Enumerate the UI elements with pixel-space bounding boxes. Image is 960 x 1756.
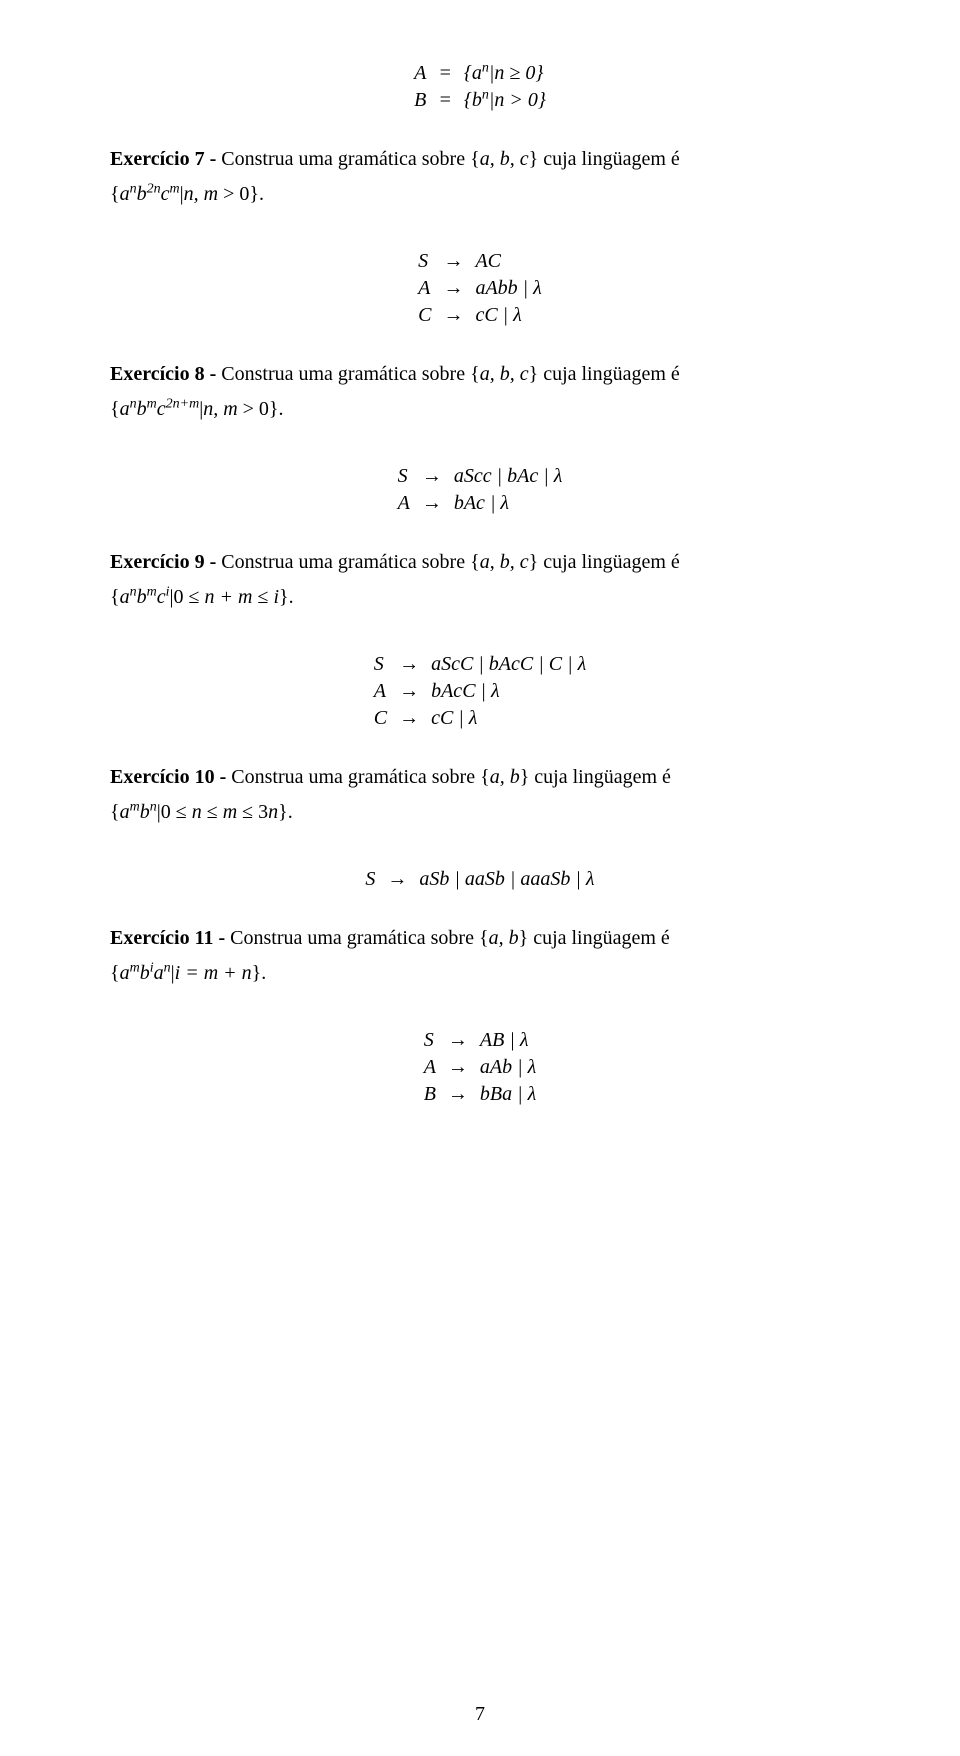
gr11-r2-lhs: A <box>418 1054 442 1081</box>
gr10-r1-rhs: aSb | aaSb | aaaSb | λ <box>413 866 600 893</box>
exercise-9-text-before: Construa uma gramática sobre <box>216 551 470 573</box>
exercise-9-title: Exercício 9 - <box>110 551 216 573</box>
gr11-r3-lhs: B <box>418 1081 442 1108</box>
gr11-r2-rhs: aAb | λ <box>474 1054 542 1081</box>
gr7-r3-lhs: C <box>412 302 437 329</box>
gr7-r1-lhs: S <box>412 248 437 275</box>
grammar-8: S → aScc | bAc | λ A → bAc | λ <box>392 463 569 517</box>
exercise-7-heading: Exercício 7 - Construa uma gramática sob… <box>110 146 850 173</box>
gr10-r1-lhs: S <box>359 866 381 893</box>
grammar-7: S → AC A → aAbb | λ C → cC | λ <box>412 248 548 329</box>
gr8-r1-rhs: aScc | bAc | λ <box>448 463 569 490</box>
exercise-9-heading: Exercício 9 - Construa uma gramática sob… <box>110 549 850 576</box>
exercise-7-text-after: cuja lingüagem é <box>538 148 680 170</box>
gr7-r3-arr: → <box>437 302 469 329</box>
exercise-7-text-before: Construa uma gramática sobre <box>216 148 470 170</box>
exercise-8-text-after: cuja lingüagem é <box>538 363 680 385</box>
gr7-r3-rhs: cC | λ <box>469 302 547 329</box>
eq-ab-r1-rhs: {an|n ≥ 0} <box>458 60 552 87</box>
exercise-11-text-before: Construa uma gramática sobre <box>225 927 479 949</box>
exercise-10-text-after: cuja lingüagem é <box>529 766 671 788</box>
exercise-7-language: {anb2ncm|n, m > 0}. <box>110 181 850 208</box>
exercise-10-language: {ambn|0 ≤ n ≤ m ≤ 3n}. <box>110 799 850 826</box>
exercise-7-title: Exercício 7 - <box>110 148 216 170</box>
gr7-r1-arr: → <box>437 248 469 275</box>
gr9-r3-rhs: cC | λ <box>425 705 592 732</box>
gr10-r1-arr: → <box>381 866 413 893</box>
exercise-8-heading: Exercício 8 - Construa uma gramática sob… <box>110 361 850 388</box>
gr9-r2-lhs: A <box>368 678 393 705</box>
grammar-11: S → AB | λ A → aAb | λ B → bBa | λ <box>418 1027 543 1108</box>
eq-ab-r1-op: = <box>432 60 458 87</box>
gr9-r1-lhs: S <box>368 651 393 678</box>
gr8-r2-arr: → <box>416 490 448 517</box>
exercise-9-alphabet: {a, b, c} <box>470 551 538 573</box>
gr7-r2-lhs: A <box>412 275 437 302</box>
eq-ab-r2-op: = <box>432 87 458 114</box>
exercise-10-heading: Exercício 10 - Construa uma gramática so… <box>110 764 850 791</box>
gr9-r2-rhs: bAcC | λ <box>425 678 592 705</box>
gr7-r2-rhs: aAbb | λ <box>469 275 547 302</box>
exercise-8-language: {anbmc2n+m|n, m > 0}. <box>110 396 850 423</box>
exercise-8-text-before: Construa uma gramática sobre <box>216 363 470 385</box>
gr9-r1-arr: → <box>393 651 425 678</box>
gr9-r3-arr: → <box>393 705 425 732</box>
exercise-9-language: {anbmci|0 ≤ n + m ≤ i}. <box>110 584 850 611</box>
exercise-10-alphabet: {a, b} <box>480 766 529 788</box>
gr11-r2-arr: → <box>442 1054 474 1081</box>
eq-ab-r2-rhs: {bn|n > 0} <box>458 87 552 114</box>
exercise-11-heading: Exercício 11 - Construa uma gramática so… <box>110 925 850 952</box>
exercise-8-alphabet: {a, b, c} <box>470 363 538 385</box>
gr8-r1-arr: → <box>416 463 448 490</box>
gr8-r2-lhs: A <box>392 490 416 517</box>
gr11-r1-rhs: AB | λ <box>474 1027 542 1054</box>
gr11-r3-rhs: bBa | λ <box>474 1081 542 1108</box>
gr7-r1-rhs: AC <box>469 248 547 275</box>
gr8-r2-rhs: bAc | λ <box>448 490 569 517</box>
page: A = {an|n ≥ 0} B = {bn|n > 0} Exercício … <box>0 0 960 1756</box>
exercise-8-title: Exercício 8 - <box>110 363 216 385</box>
exercise-7-alphabet: {a, b, c} <box>470 148 538 170</box>
eq-ab-definition: A = {an|n ≥ 0} B = {bn|n > 0} <box>408 60 552 114</box>
exercise-10-title: Exercício 10 - <box>110 766 226 788</box>
exercise-11-text-after: cuja lingüagem é <box>528 927 670 949</box>
gr11-r1-lhs: S <box>418 1027 442 1054</box>
gr9-r1-rhs: aScC | bAcC | C | λ <box>425 651 592 678</box>
gr9-r2-arr: → <box>393 678 425 705</box>
exercise-9-text-after: cuja lingüagem é <box>538 551 680 573</box>
eq-ab-r1-lhs: A <box>408 60 432 87</box>
gr9-r3-lhs: C <box>368 705 393 732</box>
gr11-r1-arr: → <box>442 1027 474 1054</box>
gr7-r2-arr: → <box>437 275 469 302</box>
grammar-9: S → aScC | bAcC | C | λ A → bAcC | λ C →… <box>368 651 593 732</box>
exercise-11-language: {ambian|i = m + n}. <box>110 960 850 987</box>
exercise-10-text-before: Construa uma gramática sobre <box>226 766 480 788</box>
gr8-r1-lhs: S <box>392 463 416 490</box>
exercise-11-alphabet: {a, b} <box>479 927 528 949</box>
page-number: 7 <box>0 1703 960 1726</box>
gr11-r3-arr: → <box>442 1081 474 1108</box>
eq-ab-r2-lhs: B <box>408 87 432 114</box>
grammar-10: S → aSb | aaSb | aaaSb | λ <box>359 866 600 893</box>
exercise-11-title: Exercício 11 - <box>110 927 225 949</box>
